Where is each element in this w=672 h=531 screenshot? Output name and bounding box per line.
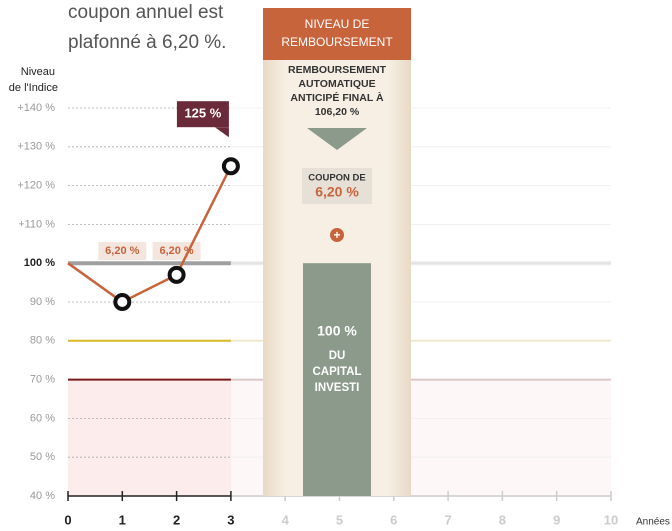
x-axis-label: Années — [636, 517, 670, 528]
coupon-text: COUPON DE — [308, 173, 366, 184]
x-tick-label: 10 — [604, 512, 618, 527]
y-tick-label: 60 % — [30, 412, 55, 424]
panel-text: 106,20 % — [315, 106, 360, 118]
y-tick-label: +120 % — [17, 180, 55, 192]
panel-text: AUTOMATIQUE — [298, 78, 375, 90]
y-tick-label: +140 % — [17, 102, 55, 114]
value-label-pointer — [214, 127, 229, 138]
point-marker — [167, 265, 186, 284]
series-line — [67, 165, 233, 304]
x-tick-label: 4 — [282, 512, 290, 527]
x-tick-label: 6 — [390, 512, 397, 527]
y-tick-label: 100 % — [24, 257, 55, 269]
y-tick-label: 80 % — [30, 335, 55, 347]
plus-icon — [330, 228, 344, 242]
coupon-box — [302, 168, 372, 204]
coupon-label-bg — [98, 242, 147, 260]
panel-header-text: REMBOURSEMENT — [281, 35, 393, 49]
bar-label: INVESTI — [315, 382, 360, 394]
x-tick-label: 0 — [64, 512, 71, 527]
bar — [303, 263, 371, 496]
x-tick-label: 3 — [227, 512, 234, 527]
y-tick-label: 90 % — [30, 296, 55, 308]
x-tick-label: 1 — [119, 512, 126, 527]
bar-label: 100 % — [317, 323, 357, 339]
point-marker — [113, 293, 132, 311]
value-label-bg — [176, 101, 229, 128]
arrow — [307, 128, 367, 150]
panel-text: ANTICIPÉ FINAL À — [290, 91, 384, 104]
coupon-text: 6,20 % — [315, 184, 359, 200]
x-tick-label: 9 — [553, 512, 560, 527]
bar-label: DU — [329, 350, 346, 362]
x-tick-label: 2 — [173, 512, 180, 527]
intro-text: plafonné à 6,20 %. — [68, 32, 226, 53]
coupon-label: 6,20 % — [159, 245, 193, 257]
panel-header — [263, 8, 411, 60]
intro-text: coupon annuel est — [68, 2, 224, 23]
y-tick-label: 70 % — [30, 374, 55, 386]
x-tick-label: 8 — [499, 512, 506, 527]
panel-header-text: NIVEAU DE — [305, 17, 370, 31]
y-axis-label: Niveau — [21, 66, 55, 78]
y-tick-label: 40 % — [30, 490, 55, 502]
y-tick-label: +110 % — [18, 218, 55, 230]
risk-zone — [68, 379, 231, 496]
panel-text: REMBOURSEMENT — [288, 64, 387, 76]
coupon-label-bg — [152, 242, 201, 260]
bar-label: CAPITAL — [313, 366, 362, 378]
y-tick-label: 50 % — [30, 451, 55, 463]
x-tick-label: 7 — [444, 512, 451, 527]
x-tick-label: 5 — [336, 512, 343, 527]
point-marker — [221, 157, 240, 176]
value-label: 125 % — [184, 106, 221, 121]
coupon-label: 6,20 % — [105, 245, 139, 257]
y-axis-label: de l'Indice — [9, 82, 58, 94]
plus-text: + — [333, 228, 340, 242]
y-tick-label: +130 % — [17, 141, 55, 153]
